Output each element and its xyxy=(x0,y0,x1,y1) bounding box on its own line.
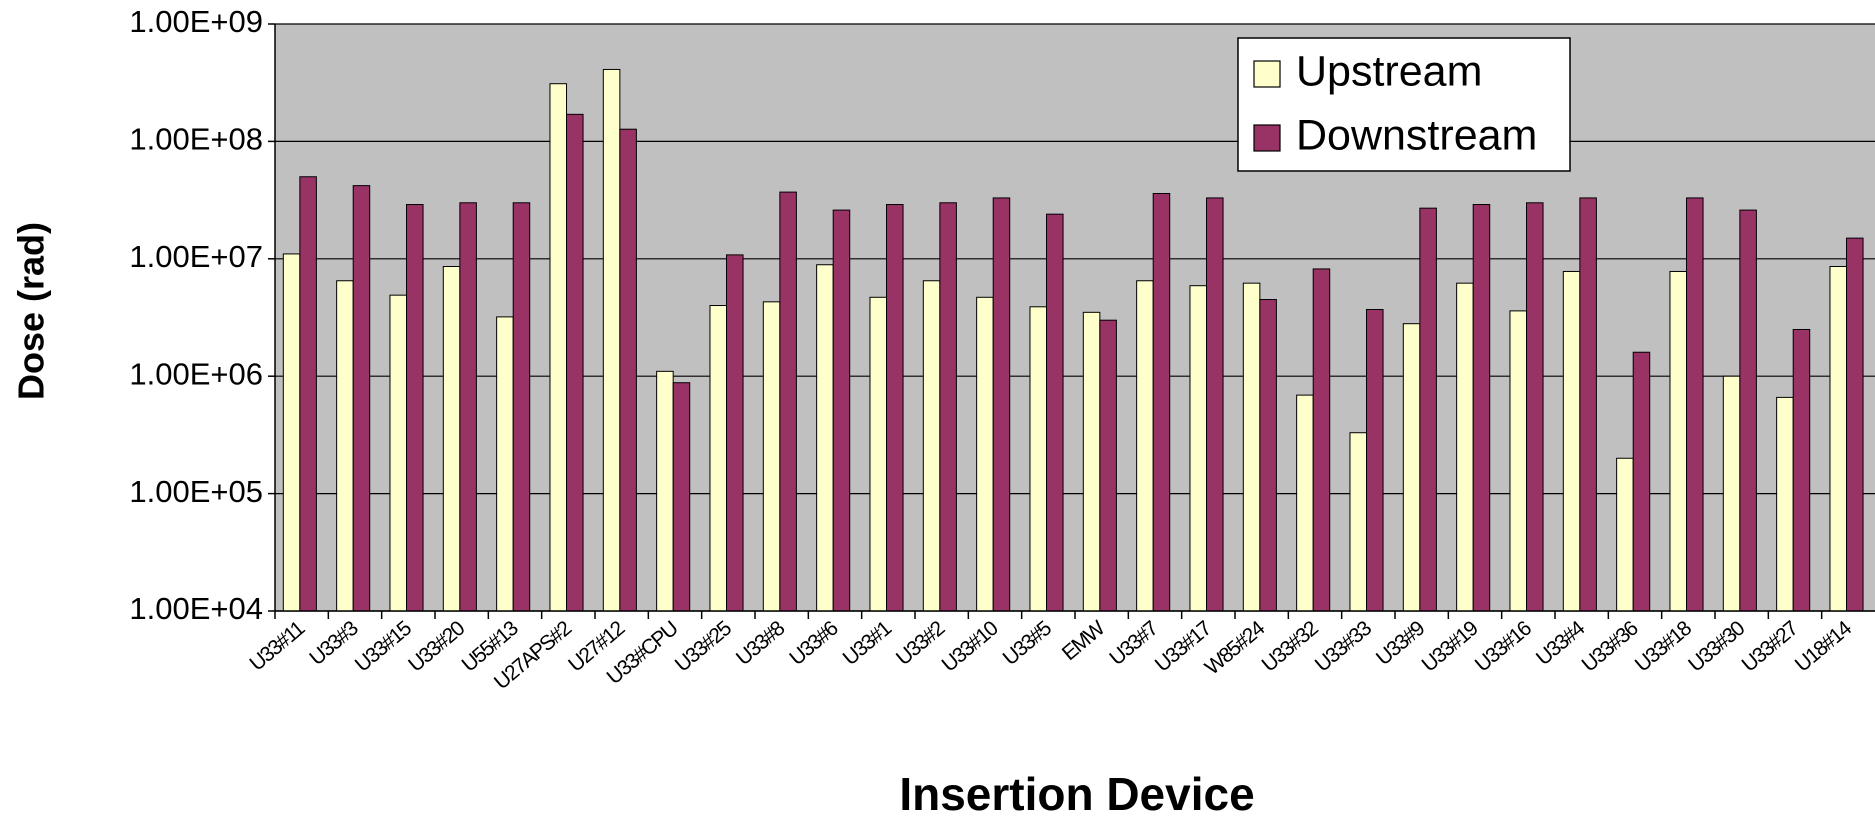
x-tick-label: U33#30 xyxy=(1684,617,1749,677)
bar xyxy=(336,280,354,612)
x-tick-label: U33#5 xyxy=(999,617,1056,670)
x-tick-label: U33#19 xyxy=(1418,617,1483,677)
bar xyxy=(709,305,728,612)
bar xyxy=(389,294,408,612)
bar xyxy=(1189,285,1208,612)
bar xyxy=(939,202,957,612)
legend-box xyxy=(1237,37,1571,172)
bar xyxy=(566,113,584,612)
bar xyxy=(1456,282,1474,612)
bar xyxy=(1846,237,1864,612)
bar xyxy=(1686,197,1704,612)
y-tick-label: 1.00E+05 xyxy=(129,474,263,509)
bar xyxy=(1526,202,1544,612)
bar xyxy=(1579,197,1597,612)
bar xyxy=(1152,192,1171,612)
bar xyxy=(512,202,531,612)
y-axis-title: Dose (rad) xyxy=(11,222,52,400)
bar xyxy=(1722,375,1741,612)
bar xyxy=(1739,209,1757,612)
bar xyxy=(496,316,514,612)
bar xyxy=(352,185,371,612)
x-tick-label: U33#10 xyxy=(938,617,1003,677)
bar xyxy=(1312,268,1331,612)
bar xyxy=(1776,396,1794,612)
bar xyxy=(1632,351,1651,612)
y-tick-label: 1.00E+08 xyxy=(129,122,263,157)
bar xyxy=(406,204,424,612)
bar xyxy=(992,197,1011,612)
legend-swatch xyxy=(1253,124,1281,152)
x-tick-label: EMW xyxy=(1058,616,1110,665)
x-tick-label: U33#33 xyxy=(1311,617,1376,677)
bar xyxy=(886,204,904,612)
bar xyxy=(762,301,781,612)
bar xyxy=(1082,311,1101,612)
bar xyxy=(619,128,637,612)
x-tick-label: U33#36 xyxy=(1578,617,1643,677)
x-tick-label: U33#20 xyxy=(404,617,469,677)
bar xyxy=(549,83,568,612)
bar xyxy=(602,68,621,612)
bar xyxy=(1509,310,1528,612)
bar xyxy=(1242,282,1261,612)
bar xyxy=(976,296,994,612)
bar xyxy=(779,191,797,612)
bar xyxy=(656,370,674,612)
x-tick-label: U33#32 xyxy=(1258,617,1323,677)
x-tick-label: U33#18 xyxy=(1631,617,1696,677)
bar xyxy=(459,202,477,612)
bar xyxy=(1029,306,1048,612)
x-axis-title: Insertion Device xyxy=(899,768,1254,820)
x-tick-label: U18#14 xyxy=(1791,616,1857,676)
x-tick-label: U33#6 xyxy=(785,617,842,670)
x-tick-label: U33#1 xyxy=(839,617,896,670)
bar xyxy=(832,209,851,612)
bar xyxy=(1259,299,1277,612)
bar xyxy=(299,176,317,612)
bar xyxy=(1296,394,1314,612)
bar xyxy=(1136,280,1154,612)
y-tick-label: 1.00E+04 xyxy=(129,591,263,626)
bar xyxy=(816,264,834,612)
x-tick-label: W85#24 xyxy=(1201,616,1270,679)
bar xyxy=(442,265,461,612)
y-tick-label: 1.00E+06 xyxy=(129,356,263,391)
bar xyxy=(1349,432,1368,612)
bar xyxy=(1206,197,1224,612)
bar xyxy=(1669,270,1688,612)
bar xyxy=(1472,204,1491,612)
bar xyxy=(1792,328,1811,612)
bar xyxy=(1829,265,1848,612)
x-tick-label: U33#8 xyxy=(732,617,789,670)
x-tick-label: U33#25 xyxy=(671,617,736,677)
x-tick-label: U33#27 xyxy=(1738,617,1803,677)
y-tick-label: 1.00E+09 xyxy=(129,4,263,39)
bar xyxy=(1419,207,1437,612)
x-tick-label: U33#16 xyxy=(1471,617,1536,677)
plot-area xyxy=(275,24,1875,611)
legend-label: Upstream xyxy=(1296,47,1482,95)
x-tick-label: U33#15 xyxy=(351,617,416,677)
bar xyxy=(726,254,744,612)
bar xyxy=(922,280,941,612)
bar xyxy=(672,382,691,612)
legend-swatch xyxy=(1253,60,1281,88)
bar xyxy=(1099,319,1117,612)
bar xyxy=(869,296,888,612)
bar xyxy=(1616,457,1634,612)
legend-label: Downstream xyxy=(1296,111,1537,159)
bar xyxy=(1046,213,1064,612)
bar xyxy=(1366,308,1384,612)
bar xyxy=(282,253,301,612)
bar xyxy=(1402,323,1421,612)
bar xyxy=(1562,270,1581,612)
y-tick-label: 1.00E+07 xyxy=(129,239,263,274)
